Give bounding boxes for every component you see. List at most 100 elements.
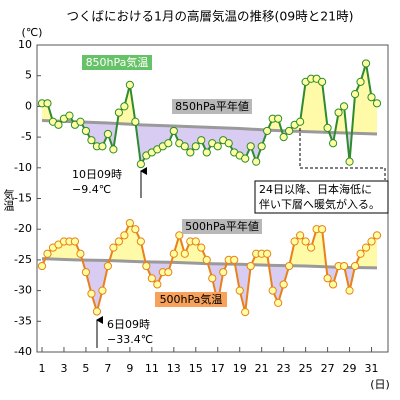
x-tick-label: 25	[299, 362, 313, 375]
y-tick-label: 0	[25, 99, 32, 112]
point	[274, 298, 283, 307]
point	[136, 237, 145, 246]
point	[81, 268, 91, 277]
point	[339, 102, 349, 111]
annotations: 850hPa気温 850hPa平年値 500hPa平年値 500hPa気温 10…	[72, 55, 389, 348]
point	[186, 148, 195, 157]
point	[109, 243, 118, 252]
x-tick-label: 1	[39, 362, 46, 375]
point	[274, 114, 283, 123]
point	[103, 129, 113, 139]
point	[197, 136, 206, 145]
point	[268, 286, 277, 295]
point	[169, 249, 178, 258]
point	[103, 261, 113, 271]
y-tick-label: 5	[25, 69, 32, 82]
point	[285, 261, 294, 271]
y-tick-label: -10	[14, 161, 32, 174]
point	[125, 218, 134, 228]
point	[241, 307, 250, 317]
y-tick-label: -35	[14, 314, 32, 327]
annotation: −33.4℃	[107, 333, 153, 346]
y-unit: (℃)	[22, 26, 43, 39]
point	[345, 157, 354, 166]
point	[246, 142, 255, 151]
above-normal-fill	[42, 63, 378, 135]
annotation: 伴い下層へ暖気が入る。	[259, 197, 380, 211]
point	[328, 139, 338, 148]
point	[301, 237, 310, 246]
series-label: 500hPa平年値	[185, 219, 259, 233]
point	[164, 139, 173, 148]
label-box	[172, 99, 252, 114]
note-box	[254, 180, 389, 214]
point	[120, 231, 129, 240]
point	[328, 280, 338, 289]
point	[191, 237, 200, 246]
point	[372, 231, 382, 240]
y-tick-label: -5	[21, 130, 32, 143]
annotation: 24日以降、日本海低に	[259, 182, 372, 196]
point	[257, 142, 266, 151]
point	[323, 274, 332, 283]
point	[98, 142, 107, 151]
point	[279, 133, 288, 142]
series-label: 850hPa気温	[86, 55, 149, 69]
y-tick-label: 10	[18, 38, 32, 51]
x-unit: (日)	[370, 378, 390, 391]
point	[290, 237, 299, 246]
point	[92, 307, 102, 316]
point	[131, 225, 140, 234]
point	[339, 261, 349, 271]
point	[213, 142, 222, 151]
y-tick-label: -15	[14, 192, 32, 205]
x-tick-label: 9	[126, 362, 133, 375]
point	[169, 126, 178, 136]
point	[131, 117, 140, 126]
point	[334, 108, 343, 117]
point	[142, 261, 151, 271]
point	[263, 126, 272, 136]
x-tick-label: 15	[189, 362, 203, 375]
point	[109, 145, 118, 154]
x-tick-label: 29	[343, 362, 357, 375]
series-label: 850hPa平年値	[175, 99, 249, 113]
point	[147, 274, 156, 283]
y-tick-label: -25	[14, 253, 32, 266]
point	[372, 99, 382, 108]
point	[345, 286, 354, 295]
y-axis-label: 気温	[2, 188, 15, 211]
point	[191, 142, 200, 151]
x-tick-label: 21	[255, 362, 269, 375]
point	[356, 249, 365, 258]
x-tick-label: 5	[82, 362, 89, 375]
point	[219, 268, 228, 277]
point	[87, 289, 96, 298]
x-tick-label: 17	[211, 362, 225, 375]
point	[296, 117, 305, 126]
point	[76, 117, 85, 126]
point	[296, 231, 305, 240]
y-tick-label: -30	[14, 284, 32, 297]
point	[81, 126, 91, 136]
point	[285, 126, 294, 136]
point	[246, 261, 255, 271]
point	[202, 255, 211, 264]
x-tick-label: 27	[321, 362, 335, 375]
point	[164, 268, 173, 277]
point	[114, 237, 123, 246]
x-tick-label: 11	[145, 362, 159, 375]
point	[180, 142, 189, 151]
point	[98, 286, 107, 295]
point	[350, 90, 360, 99]
point	[230, 255, 239, 264]
point	[54, 120, 63, 129]
point	[235, 286, 244, 295]
point	[87, 136, 96, 145]
point	[263, 249, 272, 258]
annotation: −9.4℃	[72, 183, 111, 196]
point	[37, 261, 47, 271]
x-tick-label: 23	[277, 362, 291, 375]
point	[65, 111, 74, 120]
